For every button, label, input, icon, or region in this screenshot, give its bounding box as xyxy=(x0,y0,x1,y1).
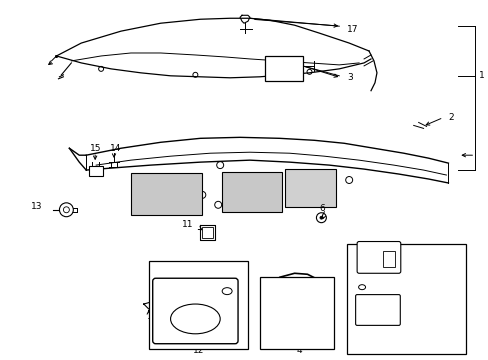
Text: 13: 13 xyxy=(31,202,42,211)
Bar xyxy=(284,169,336,207)
Text: 8: 8 xyxy=(440,247,446,256)
Text: 3: 3 xyxy=(346,73,352,82)
Ellipse shape xyxy=(358,285,365,290)
Bar xyxy=(259,277,334,349)
Circle shape xyxy=(319,216,322,219)
FancyBboxPatch shape xyxy=(355,294,400,325)
Bar xyxy=(264,56,302,81)
Ellipse shape xyxy=(222,288,232,294)
Text: 15: 15 xyxy=(90,144,102,153)
Bar xyxy=(222,172,281,212)
Bar xyxy=(148,261,247,349)
Text: 14: 14 xyxy=(110,144,122,153)
Bar xyxy=(202,227,213,238)
Ellipse shape xyxy=(170,304,220,334)
Text: 11: 11 xyxy=(182,220,193,229)
FancyBboxPatch shape xyxy=(88,166,102,176)
Text: 6: 6 xyxy=(319,204,325,213)
Bar xyxy=(346,244,466,354)
Text: 17: 17 xyxy=(346,25,358,34)
Bar xyxy=(382,251,394,267)
Text: 1: 1 xyxy=(478,71,484,80)
Text: 7: 7 xyxy=(403,346,409,355)
Text: 12: 12 xyxy=(192,346,203,355)
Text: 4: 4 xyxy=(296,346,302,355)
Text: 10: 10 xyxy=(440,297,451,306)
Bar xyxy=(131,173,202,215)
FancyBboxPatch shape xyxy=(152,278,238,344)
FancyBboxPatch shape xyxy=(356,242,400,273)
Text: 2: 2 xyxy=(447,113,453,122)
Text: 16: 16 xyxy=(147,312,158,321)
Text: 5: 5 xyxy=(309,310,315,319)
Text: 9: 9 xyxy=(440,273,446,282)
